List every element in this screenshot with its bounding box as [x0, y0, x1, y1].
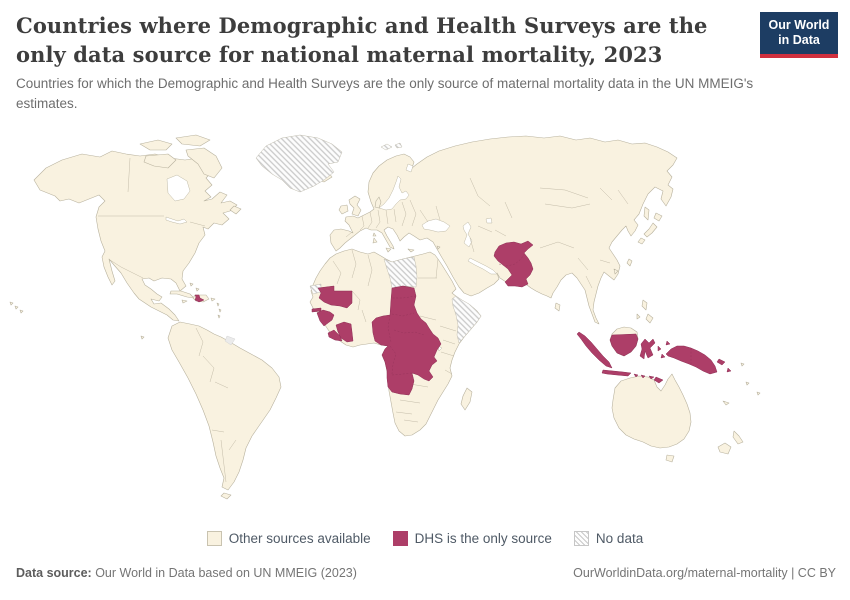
- legend-label-dhs-only: DHS is the only source: [414, 531, 552, 546]
- owid-logo-line2: in Data: [778, 33, 820, 47]
- map-legend: Other sources available DHS is the only …: [0, 531, 850, 546]
- region-britain[interactable]: [348, 195, 362, 217]
- legend-swatch-other-sources: [206, 531, 222, 546]
- region-eurasia[interactable]: [329, 135, 678, 325]
- region-cote-divoire-dhs[interactable]: [335, 321, 354, 343]
- region-japan[interactable]: [637, 212, 663, 245]
- inland-seas: [165, 163, 498, 352]
- chart-footer: Data source: Our World in Data based on …: [16, 566, 836, 580]
- legend-label-no-data: No data: [595, 531, 644, 546]
- region-mediterranean-islands[interactable]: [372, 232, 441, 253]
- region-taiwan[interactable]: [626, 258, 633, 267]
- region-afghanistan-pakistan-dhs[interactable]: [493, 240, 534, 288]
- region-mauritania-dhs[interactable]: [317, 285, 353, 309]
- legend-swatch-dhs-only: [392, 531, 408, 546]
- legend-item-no-data[interactable]: No data: [573, 531, 644, 546]
- region-ireland[interactable]: [338, 204, 349, 215]
- region-french-guiana[interactable]: [224, 335, 236, 346]
- legend-item-dhs-only[interactable]: DHS is the only source: [392, 531, 552, 546]
- region-somalia-no-data[interactable]: [451, 295, 482, 344]
- chart-subtitle: Countries for which the Demographic and …: [16, 76, 754, 112]
- region-new-zealand[interactable]: [717, 430, 744, 455]
- chart-title: Countries where Demographic and Health S…: [16, 13, 708, 67]
- region-greenland-no-data[interactable]: [255, 134, 343, 193]
- region-madagascar[interactable]: [460, 387, 473, 411]
- region-liberia-dhs[interactable]: [327, 329, 343, 342]
- region-guinea-dhs[interactable]: [316, 309, 335, 327]
- afghanistan-pakistan-border: [498, 252, 526, 267]
- region-south-america[interactable]: [167, 321, 282, 491]
- region-australia[interactable]: [611, 373, 692, 449]
- region-tierra-del-fuego[interactable]: [220, 492, 232, 500]
- region-haiti-dhs[interactable]: [194, 294, 205, 303]
- region-denmark[interactable]: [374, 196, 382, 209]
- region-tasmania[interactable]: [665, 454, 675, 463]
- region-hainan[interactable]: [613, 268, 619, 275]
- region-sri-lanka[interactable]: [554, 302, 561, 312]
- region-central-africa-dhs[interactable]: [371, 285, 442, 396]
- region-sakhalin[interactable]: [643, 206, 650, 221]
- data-source-label: Data source:: [16, 566, 92, 580]
- central-africa-internal-borders: [387, 295, 425, 376]
- data-source-note: Data source: Our World in Data based on …: [16, 566, 357, 580]
- region-arctic-islands[interactable]: [139, 134, 242, 215]
- region-papua-new-guinea-dhs[interactable]: [665, 345, 732, 375]
- footer-link[interactable]: OurWorldinData.org/maternal-mortality | …: [573, 566, 836, 580]
- region-philippines[interactable]: [636, 299, 654, 324]
- world-map: [9, 134, 761, 500]
- region-libya-no-data[interactable]: [383, 256, 418, 289]
- region-indonesia-dhs[interactable]: [576, 331, 671, 384]
- legend-label-other-sources: Other sources available: [228, 531, 371, 546]
- data-source-text: Our World in Data based on UN MMEIG (202…: [91, 566, 357, 580]
- owid-logo[interactable]: Our World in Data: [760, 12, 838, 58]
- owid-logo-line1: Our World: [768, 18, 830, 32]
- legend-item-other-sources[interactable]: Other sources available: [206, 531, 371, 546]
- region-pacific-islands[interactable]: [9, 301, 761, 406]
- country-borders: [98, 157, 629, 483]
- legend-swatch-no-data: [573, 531, 589, 546]
- region-svalbard-no-data[interactable]: [380, 142, 403, 151]
